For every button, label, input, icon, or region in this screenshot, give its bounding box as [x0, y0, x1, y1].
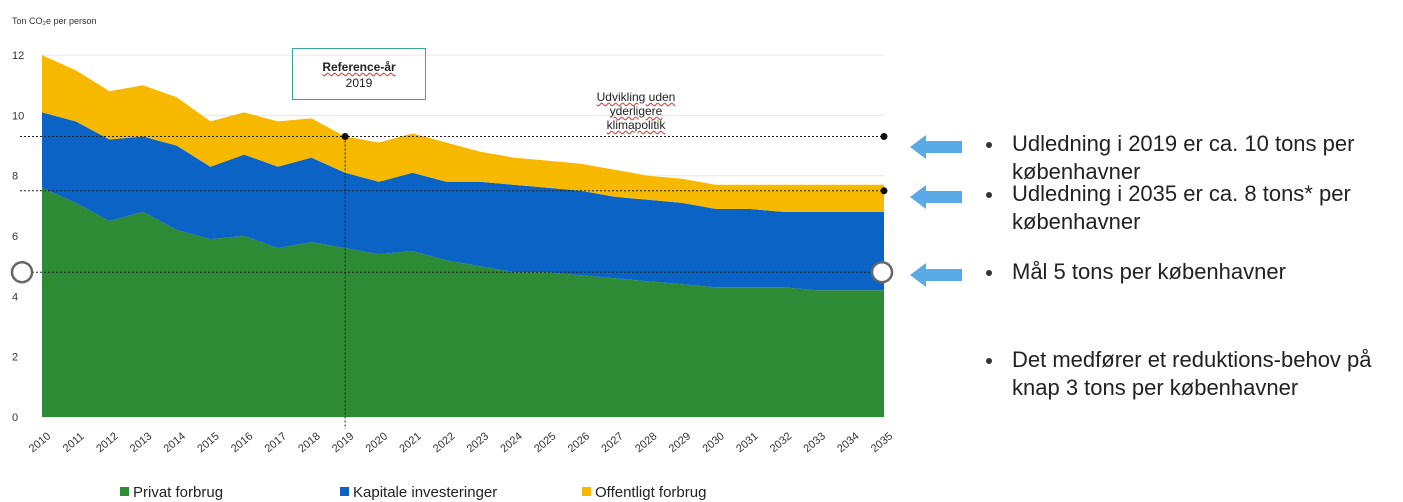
area-series-1: [42, 112, 884, 291]
x-tick-label: 2011: [61, 431, 87, 455]
scenario-annotation: Udvikling uden yderligere klimapolitik: [566, 90, 706, 132]
x-tick-label: 2019: [330, 430, 356, 455]
x-tick-label: 2018: [296, 430, 322, 455]
x-tick-label: 2021: [397, 430, 423, 455]
scenario-line-3: klimapolitik: [606, 118, 666, 132]
reference-year-value: 2019: [345, 76, 373, 90]
bullet-text: Udledning i 2019 er ca. 10 tons per købe…: [1012, 131, 1355, 184]
x-tick-label: 2020: [364, 430, 390, 455]
x-tick-label: 2026: [566, 430, 592, 455]
stacked-area-chart: 0 2 4 6 8 10 12 2010 2011 2012 2013 2014 2015 2016 201…: [10, 50, 895, 455]
legend-item-privat: Privat forbrug: [120, 484, 223, 502]
legend-label: Privat forbrug: [133, 484, 224, 501]
area-series-0: [42, 187, 884, 417]
x-tick-label: 2024: [498, 430, 524, 455]
y-tick-label: 4: [12, 291, 18, 303]
bullet-2035-emissions: Udledning i 2035 er ca. 8 tons* per købe…: [910, 181, 1400, 244]
bullet-text: Udledning i 2035 er ca. 8 tons* per købe…: [1012, 181, 1351, 234]
legend-label: Kapitale investeringer: [353, 484, 498, 501]
bullet-text: Det medfører et reduktions-behov på knap…: [1012, 347, 1372, 400]
x-tick-label: 2017: [263, 430, 289, 455]
reference-marker: [341, 133, 349, 141]
left-arrow-icon: [910, 185, 962, 209]
legend-label: Offentligt forbrug: [595, 484, 707, 501]
x-tick-label: 2012: [94, 430, 120, 455]
bullet-2019-emissions: Udledning i 2019 er ca. 10 tons per købe…: [910, 131, 1400, 194]
bullet-dot: [986, 142, 992, 148]
x-tick-label: 2022: [431, 430, 457, 455]
x-tick-label: 2023: [465, 430, 491, 455]
y-tick-label: 6: [12, 231, 18, 243]
bullet-reduction-need: Det medfører et reduktions-behov på knap…: [910, 347, 1400, 410]
x-tick-label: 2029: [667, 430, 693, 455]
y-tick-label: 2: [12, 352, 18, 364]
reference-marker: [880, 187, 888, 195]
x-tick-label: 2035: [869, 430, 895, 455]
y-axis-unit-label: Ton CO₂e per person: [12, 16, 97, 26]
x-tick-label: 2032: [768, 430, 794, 455]
y-tick-label: 10: [12, 110, 24, 122]
reference-year-title: Reference-år: [322, 60, 396, 74]
bullet-target: Mål 5 tons per københavner: [910, 259, 1400, 322]
x-tick-label: 2028: [633, 430, 659, 455]
x-tick-label: 2033: [801, 430, 827, 455]
x-tick-label: 2031: [734, 430, 760, 455]
y-tick-label: 8: [12, 171, 18, 183]
legend-swatch: [582, 487, 591, 496]
x-tick-label: 2030: [700, 430, 726, 455]
y-tick-label: 12: [12, 50, 24, 62]
scenario-line-1: Udvikling uden: [596, 90, 676, 104]
x-tick-label: 2034: [835, 430, 861, 455]
left-arrow-icon: [910, 263, 962, 287]
bullet-dot: [986, 192, 992, 198]
left-arrow-icon: [910, 135, 962, 159]
y-tick-label: 0: [12, 412, 18, 424]
x-tick-label: 2025: [532, 430, 558, 455]
legend-item-kapitale: Kapitale investeringer: [340, 484, 497, 502]
scenario-line-2: yderligere: [609, 104, 663, 118]
x-tick-label: 2010: [27, 430, 53, 455]
x-tick-label: 2027: [599, 430, 625, 455]
x-tick-label: 2015: [195, 430, 221, 455]
x-tick-label: 2013: [128, 430, 154, 455]
reference-marker: [880, 133, 888, 141]
area-series-2: [42, 55, 884, 212]
target-marker-left: [10, 260, 34, 284]
x-tick-label: 2016: [229, 430, 255, 455]
bullet-dot: [986, 358, 992, 364]
legend-swatch: [120, 487, 129, 496]
reference-year-box: Reference-år 2019: [292, 48, 426, 100]
legend-item-offentligt: Offentligt forbrug: [582, 484, 706, 502]
bullet-dot: [986, 270, 992, 276]
legend-swatch: [340, 487, 349, 496]
x-tick-label: 2014: [162, 430, 188, 455]
bullet-text: Mål 5 tons per københavner: [1012, 259, 1286, 284]
target-marker-right: [870, 260, 894, 284]
